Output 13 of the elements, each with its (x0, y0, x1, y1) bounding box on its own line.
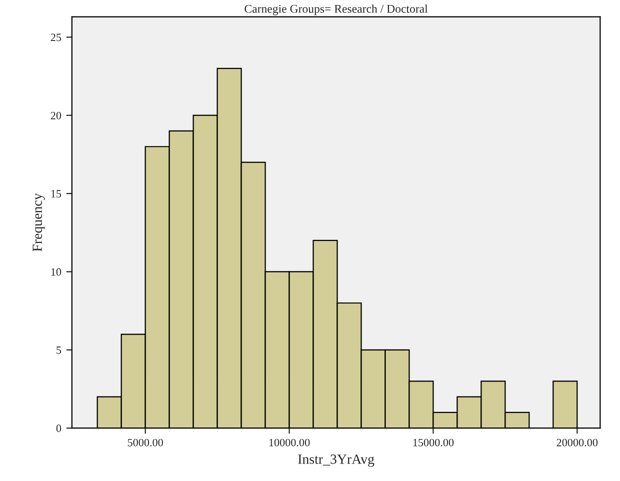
x-tick-label: 10000.00 (269, 438, 310, 446)
y-axis-title: Frequency (32, 193, 45, 252)
y-tick-label: 5 (56, 346, 62, 354)
y-tick-label: 25 (50, 34, 62, 42)
x-tick-label: 15000.00 (413, 438, 454, 446)
y-tick-label: 15 (51, 190, 62, 198)
y-tick-label: 20 (50, 112, 62, 120)
chart-title: Carnegie Groups= Research / Doctoral (244, 4, 428, 16)
y-tick-label: 10 (51, 268, 62, 276)
x-tick-label: 20000.00 (556, 438, 598, 446)
x-axis-title: Instr_3YrAvg (298, 454, 374, 467)
y-tick-label: 0 (56, 424, 62, 432)
x-tick-label: 5000.00 (128, 438, 163, 446)
